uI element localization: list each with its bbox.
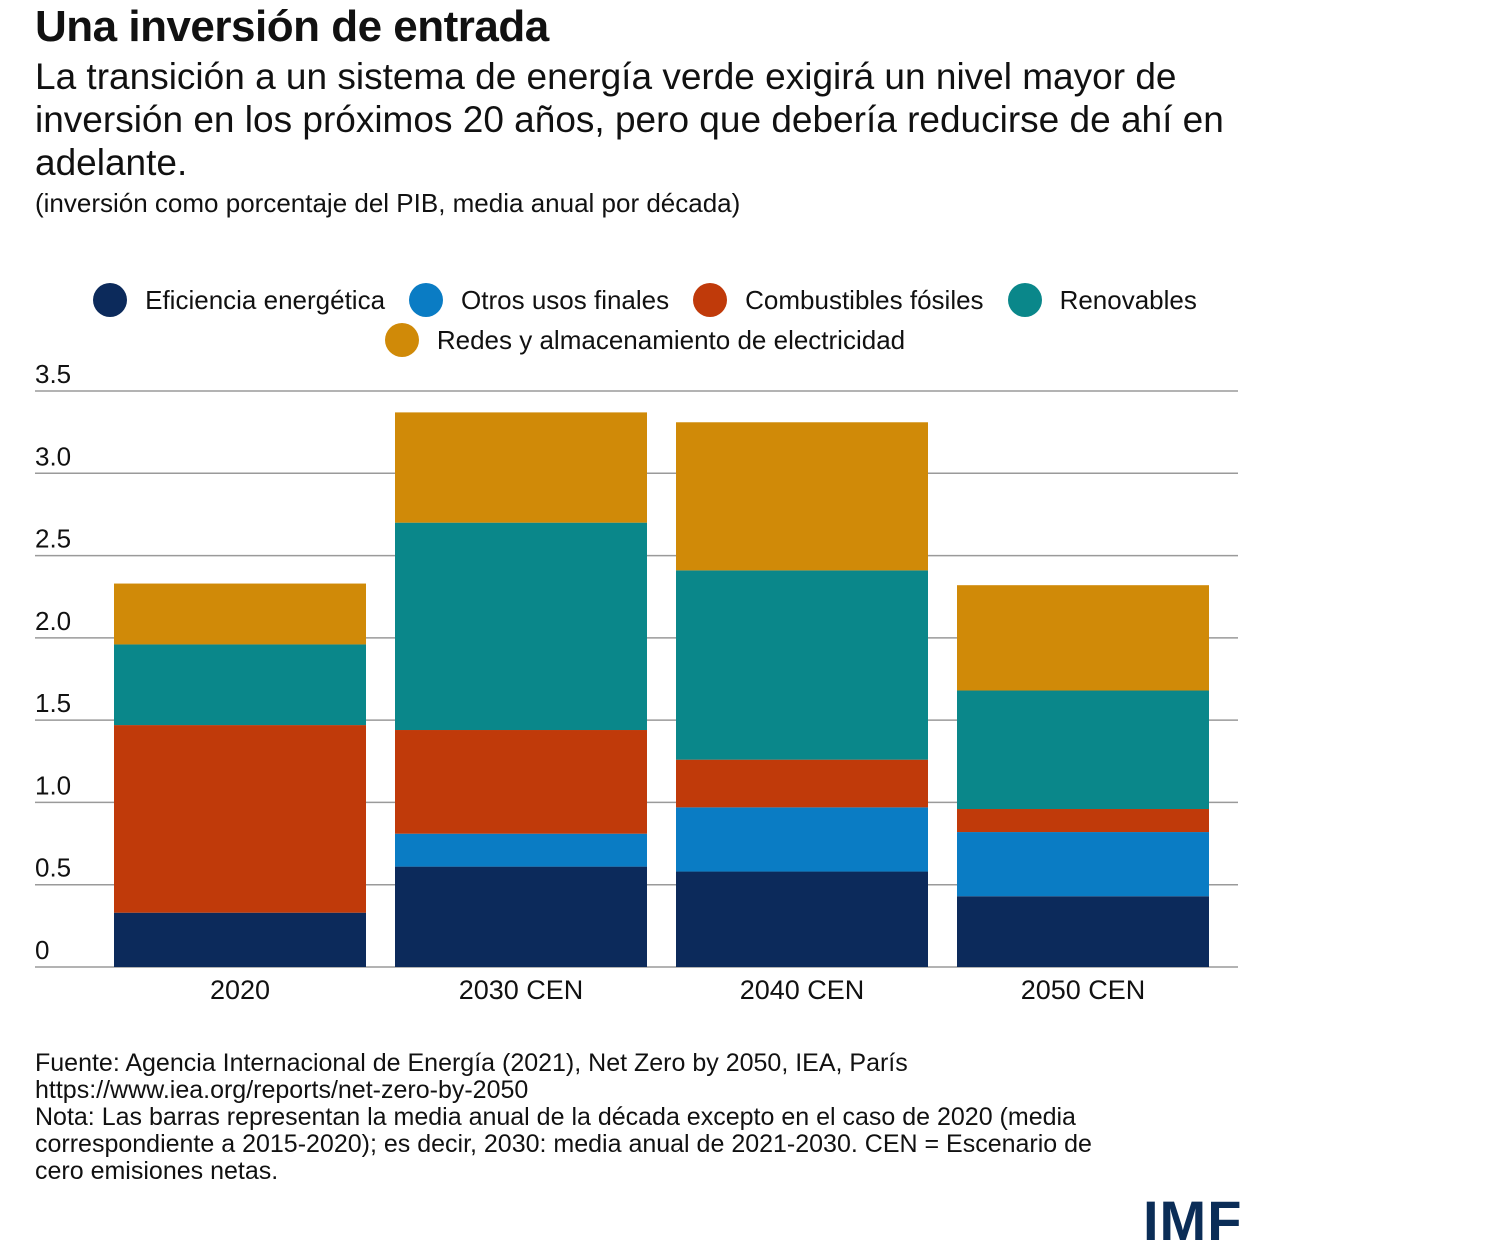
- legend-item-fosiles: Combustibles fósiles: [693, 283, 984, 317]
- legend-swatch-eficiencia: [93, 283, 128, 317]
- bar-segment: [114, 725, 366, 913]
- imf-logo: IMF: [1143, 1189, 1243, 1252]
- bar-segment: [676, 759, 928, 808]
- source-text: Fuente: Agencia Internacional de Energía…: [35, 1049, 908, 1077]
- y-tick-label: 0.5: [35, 853, 71, 883]
- bar-segment: [395, 833, 647, 867]
- legend-label-redes: Redes y almacenamiento de electricidad: [436, 324, 906, 355]
- x-tick-label: 2040 CEN: [740, 975, 865, 1005]
- y-tick-label: 3.5: [35, 359, 71, 389]
- bar-segment: [957, 585, 1209, 691]
- bar-segment: [676, 807, 928, 872]
- chart-subtitle: La transición a un sistema de energía ve…: [35, 56, 1224, 183]
- chart-title: Una inversión de entrada: [35, 2, 549, 51]
- bar-segment: [395, 412, 647, 523]
- y-tick-label: 1.0: [35, 770, 71, 800]
- x-tick-label: 2030 CEN: [459, 975, 584, 1005]
- bar-segment: [114, 912, 366, 967]
- note-line-1: Nota: Las barras representan la media an…: [35, 1103, 1076, 1131]
- legend-item-renovables: Renovables: [1007, 283, 1197, 317]
- y-tick-label: 2.0: [35, 606, 71, 636]
- source-url: https://www.iea.org/reports/net-zero-by-…: [35, 1076, 529, 1104]
- legend-swatch-redes: [384, 323, 419, 357]
- legend-label-renovables: Renovables: [1059, 284, 1197, 315]
- legend-label-fosiles: Combustibles fósiles: [745, 284, 984, 315]
- legend-label-eficiencia: Eficiencia energética: [145, 284, 386, 315]
- bar-segment: [676, 871, 928, 967]
- y-tick-label: 1.5: [35, 688, 71, 718]
- footer-notes: Fuente: Agencia Internacional de Energía…: [35, 1050, 1265, 1185]
- bar-segment: [676, 422, 928, 571]
- y-tick-label: 0: [35, 935, 49, 965]
- bar-segment: [957, 832, 1209, 897]
- legend-item-otros: Otros usos finales: [409, 283, 669, 317]
- bar-segment: [676, 570, 928, 760]
- bar-segment: [395, 730, 647, 834]
- note-line-2: correspondiente a 2015-2020); es decir, …: [35, 1130, 1092, 1158]
- y-tick-label: 2.5: [35, 524, 71, 554]
- note-line-3: cero emisiones netas.: [35, 1157, 279, 1185]
- bar-segment: [395, 866, 647, 967]
- bar-segment: [957, 896, 1209, 967]
- bar-segment: [114, 583, 366, 645]
- bar-segment: [395, 522, 647, 731]
- x-tick-label: 2050 CEN: [1021, 975, 1146, 1005]
- legend: Eficiencia energética Otros usos finales…: [35, 280, 1255, 360]
- legend-item-redes: Redes y almacenamiento de electricidad: [384, 323, 906, 357]
- bar-segment: [114, 644, 366, 726]
- x-tick-label: 2020: [210, 975, 270, 1005]
- bar-segment: [957, 690, 1209, 810]
- legend-label-otros: Otros usos finales: [461, 284, 670, 315]
- bar-segment: [957, 809, 1209, 833]
- stacked-bar-chart: 3.5 3.0 2.5 2.0 1.5 1.0 0.5 0 2020 2030 CEN 2040 C…: [35, 359, 1238, 1005]
- legend-swatch-otros: [409, 283, 444, 317]
- legend-swatch-renovables: [1007, 283, 1042, 317]
- y-tick-label: 3.0: [35, 441, 71, 471]
- legend-swatch-fosiles: [693, 283, 728, 317]
- chart-units-note: (inversión como porcentaje del PIB, medi…: [35, 188, 741, 218]
- legend-item-eficiencia: Eficiencia energética: [93, 283, 385, 317]
